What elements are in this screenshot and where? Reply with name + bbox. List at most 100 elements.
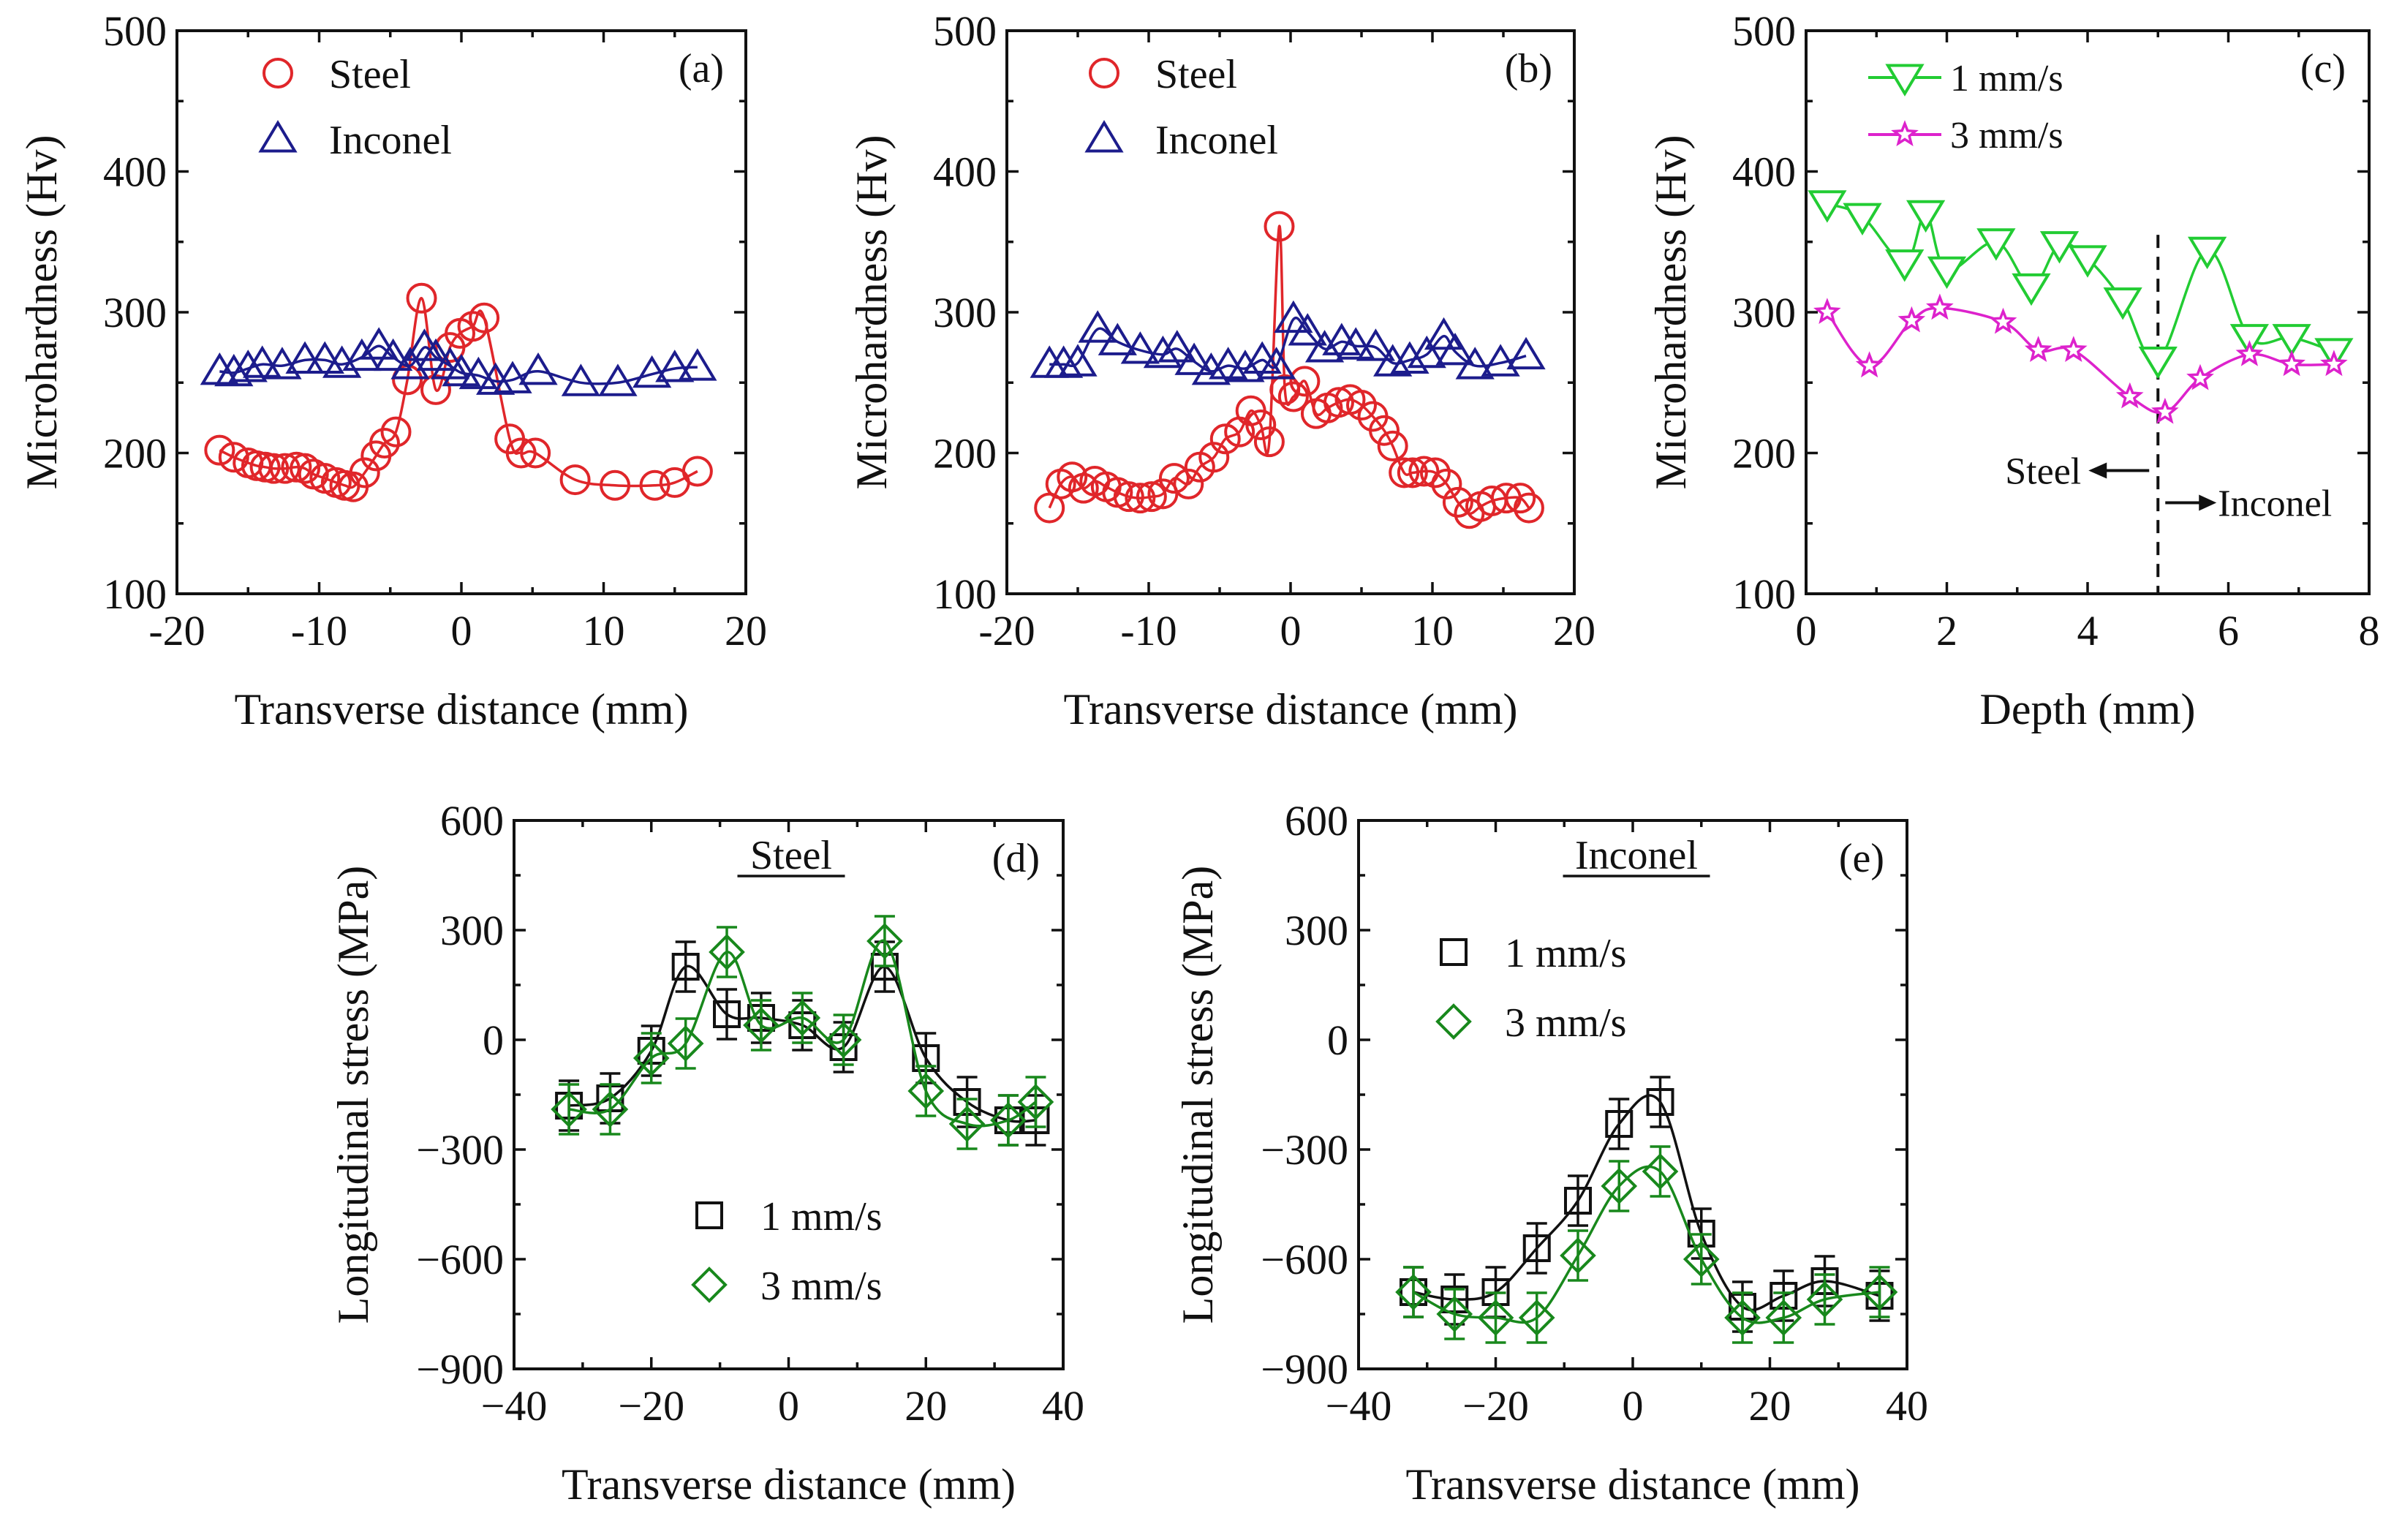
data-point — [2024, 336, 2052, 362]
x-tick-label: 4 — [2077, 607, 2099, 654]
data-point — [1289, 366, 1321, 397]
data-point — [1436, 1296, 1473, 1332]
data-point — [493, 361, 532, 393]
plot-frame — [1005, 29, 1576, 595]
data-point — [655, 350, 695, 382]
data-point — [406, 282, 437, 314]
data-point — [269, 453, 301, 484]
data-point — [1173, 468, 1204, 499]
y-tick-label: 0 — [483, 1016, 504, 1064]
data-point — [1277, 381, 1309, 412]
legend-label: 1 mm/s — [1950, 58, 2063, 99]
chart-c: 0 2 4 6 8 100 200 300 400 500 Depth (mm) Microhardn… — [1647, 7, 2380, 733]
x-axis-title: Transverse distance (mm) — [562, 1460, 1016, 1509]
panel-tag: (b) — [1505, 46, 1552, 91]
data-point — [2138, 346, 2178, 380]
y-tick-label: 100 — [1732, 570, 1796, 618]
data-point — [1808, 190, 1847, 223]
x-tick-label: 6 — [2218, 607, 2239, 654]
data-point — [1323, 387, 1354, 418]
data-point — [825, 1022, 862, 1058]
x-tick-label: 20 — [905, 1382, 947, 1430]
data-point — [342, 338, 382, 371]
y-tick-label: −300 — [1261, 1126, 1348, 1174]
y-tick-label: 300 — [1285, 907, 1348, 954]
data-point — [1057, 461, 1088, 493]
x-tick-label: 8 — [2359, 607, 2380, 654]
data-point — [1843, 203, 1882, 235]
data-point — [2103, 287, 2142, 320]
plot-frame — [175, 29, 747, 595]
data-point — [1897, 306, 1926, 333]
data-point — [505, 437, 537, 469]
data-point — [1906, 200, 1946, 233]
y-tick-label: 500 — [1732, 7, 1796, 55]
y-axis-title: Longitudinal stress (MPa) — [1174, 866, 1222, 1324]
data-point — [743, 1007, 779, 1043]
arrow-inconel-head — [2199, 494, 2217, 511]
legend-marker — [263, 58, 293, 88]
y-tick-label: 300 — [103, 289, 167, 336]
data-point — [632, 1040, 670, 1076]
data-point — [713, 1000, 741, 1028]
data-point — [1477, 1299, 1514, 1336]
data-point — [1765, 1299, 1802, 1336]
data-point — [866, 923, 903, 959]
chart-b: -20 -10 0 10 20 100 200 300 400 500 Transverse dis… — [847, 7, 1595, 733]
data-point — [1989, 307, 2017, 334]
legend-label: Steel — [329, 52, 411, 97]
data-point — [600, 469, 631, 501]
data-point — [592, 1091, 629, 1128]
x-axis-title: Depth (mm) — [1980, 685, 2196, 733]
y-axis-title: Microhardness (Hv) — [847, 135, 896, 490]
data-point — [1377, 430, 1408, 461]
chart-a: -20 -10 0 10 20 100 200 300 400 500 Transverse dis… — [18, 7, 767, 733]
data-point — [1158, 463, 1190, 494]
y-tick-label: 300 — [933, 289, 997, 336]
data-point — [290, 453, 321, 484]
x-tick-label: 20 — [725, 607, 767, 654]
data-point — [1442, 486, 1473, 518]
data-point — [1390, 341, 1430, 374]
data-point — [2187, 236, 2227, 270]
data-point — [2235, 340, 2264, 366]
data-point — [948, 1106, 986, 1142]
data-point — [1174, 342, 1214, 375]
data-point — [204, 434, 235, 466]
legend-marker — [1891, 120, 1919, 146]
data-point — [1976, 228, 2016, 261]
data-point — [1522, 1234, 1551, 1262]
data-point — [1885, 249, 1925, 282]
data-point — [1926, 293, 1954, 320]
x-tick-label: 10 — [583, 607, 625, 654]
y-tick-label: 600 — [440, 797, 504, 845]
series-1-mm-s — [1400, 1076, 1894, 1333]
chart-e: −40 −20 0 20 40 600 300 0 −300 −600 −900 Transverse… — [1174, 797, 1928, 1509]
data-point — [1269, 374, 1301, 405]
data-point — [1253, 426, 1285, 458]
data-point — [1245, 409, 1277, 440]
data-point — [374, 338, 413, 371]
y-tick-label: 300 — [1732, 289, 1796, 336]
x-tick-label: 40 — [1042, 1382, 1084, 1430]
data-point — [1646, 1088, 1674, 1116]
x-tick-label: 0 — [1623, 1382, 1644, 1430]
series-steel — [204, 282, 713, 502]
data-point — [518, 352, 558, 385]
data-point — [1861, 1274, 1898, 1310]
data-point — [1356, 328, 1396, 361]
data-point — [1505, 483, 1536, 514]
legend-marker — [1885, 64, 1925, 97]
x-tick-label: 0 — [451, 607, 472, 654]
x-axis-title: Transverse distance (mm) — [1064, 685, 1518, 733]
y-axis-title: Microhardness (Hv) — [1647, 135, 1695, 490]
series-inconel — [1030, 300, 1546, 385]
x-tick-label: 40 — [1886, 1382, 1928, 1430]
data-point — [1513, 492, 1544, 524]
data-point — [1288, 313, 1327, 346]
annotation-steel: Steel — [2005, 451, 2081, 493]
data-point — [907, 1073, 945, 1109]
legend-label: 3 mm/s — [1950, 115, 2063, 156]
series-line — [1413, 1094, 1880, 1312]
